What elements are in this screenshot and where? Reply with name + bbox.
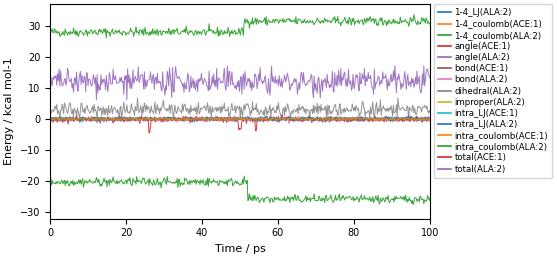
X-axis label: Time / ps: Time / ps bbox=[214, 244, 265, 254]
Legend: 1-4_LJ(ALA:2), 1-4_coulomb(ACE:1), 1-4_coulomb(ALA:2), angle(ACE:1), angle(ALA:2: 1-4_LJ(ALA:2), 1-4_coulomb(ACE:1), 1-4_c… bbox=[434, 4, 553, 178]
Y-axis label: Energy / kcal mol-1: Energy / kcal mol-1 bbox=[4, 58, 14, 165]
